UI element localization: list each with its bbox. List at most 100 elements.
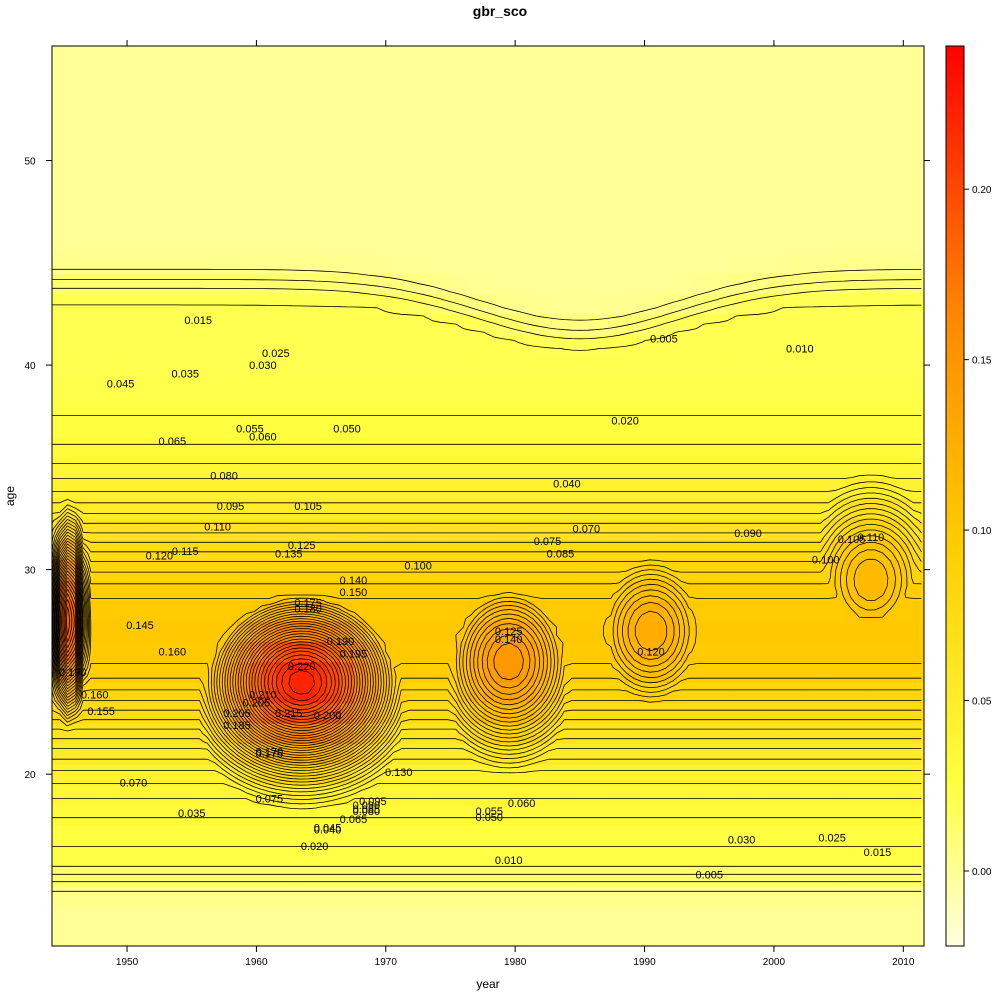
heatmap-cell [767, 252, 781, 274]
heatmap-cell [728, 109, 743, 131]
heatmap-cell [107, 273, 122, 295]
heatmap-cell [198, 682, 212, 704]
heatmap-cell [754, 723, 769, 745]
heatmap-cell [909, 46, 924, 49]
heatmap-cell [81, 375, 96, 397]
heatmap-cell [819, 498, 833, 520]
heatmap-cell [689, 68, 704, 90]
heatmap-cell [366, 252, 380, 274]
heatmap-cell [249, 395, 264, 417]
heatmap-cell [534, 170, 549, 192]
heatmap-cell [456, 866, 471, 888]
heatmap-cell [353, 641, 367, 663]
heatmap-cell [211, 600, 225, 622]
heatmap-cell [444, 907, 458, 929]
heatmap-cell [896, 150, 911, 172]
heatmap-cell [676, 763, 691, 786]
heatmap-cell [133, 457, 148, 479]
heatmap-cell [94, 620, 109, 642]
heatmap-cell [638, 886, 652, 908]
heatmap-cell [444, 866, 458, 888]
heatmap-cell [314, 886, 329, 908]
heatmap-cell [444, 723, 458, 745]
y-tick-label: 20 [24, 770, 36, 781]
heatmap-cell [431, 273, 445, 295]
heatmap-cell [780, 763, 794, 786]
heatmap-cell [456, 88, 471, 111]
heatmap-cell [81, 743, 96, 765]
heatmap-cell [638, 252, 652, 274]
heatmap-cell [55, 763, 70, 786]
heatmap-cell [767, 682, 781, 704]
heatmap-cell [702, 211, 717, 233]
heatmap-cell [405, 334, 419, 356]
heatmap-cell [456, 804, 471, 826]
heatmap-cell [754, 907, 769, 929]
heatmap-cell [198, 416, 212, 438]
heatmap-cell [870, 109, 885, 131]
heatmap-cell [275, 436, 290, 458]
heatmap-cell [676, 825, 691, 847]
heatmap-cell [767, 68, 781, 90]
heatmap-cell [858, 48, 872, 70]
heatmap-cell [715, 395, 730, 417]
heatmap-cell [638, 375, 652, 397]
heatmap-cell [676, 129, 691, 151]
heatmap-cell [314, 48, 329, 70]
heatmap-cell [922, 375, 924, 397]
heatmap-cell [495, 313, 510, 336]
heatmap-cell [211, 129, 225, 151]
contour-label: 0.040 [553, 479, 581, 491]
heatmap-cell [146, 866, 160, 888]
heatmap-cell [832, 354, 846, 376]
heatmap-cell [52, 498, 57, 520]
heatmap-cell [728, 395, 743, 417]
heatmap-cell [845, 395, 859, 417]
heatmap-cell [495, 88, 510, 111]
heatmap-cell [612, 436, 626, 458]
heatmap-cell [482, 129, 497, 151]
heatmap-cell [482, 232, 497, 254]
heatmap-cell [909, 211, 924, 233]
heatmap-cell [793, 845, 807, 867]
heatmap-cell [418, 845, 432, 867]
heatmap-cell [340, 763, 355, 786]
heatmap-cell [845, 436, 859, 458]
heatmap-cell [767, 743, 781, 765]
heatmap-cell [560, 273, 574, 295]
heatmap-cell [715, 252, 730, 274]
heatmap-cell [237, 498, 251, 520]
contour-label: 0.075 [534, 536, 562, 548]
heatmap-cell [845, 109, 859, 131]
heatmap-cell [456, 477, 471, 499]
heatmap-cell [767, 538, 781, 561]
heatmap-cell [715, 641, 730, 663]
heatmap-cell [676, 334, 691, 356]
heatmap-cell [909, 866, 924, 888]
heatmap-cell [870, 252, 885, 274]
heatmap-cell [806, 273, 820, 295]
heatmap-cell [94, 170, 109, 192]
heatmap-cell [909, 477, 924, 499]
heatmap-cell [469, 743, 484, 765]
heatmap-cell [482, 804, 497, 826]
heatmap-cell [275, 334, 290, 356]
heatmap-cell [68, 293, 83, 315]
heatmap-cell [444, 886, 458, 908]
heatmap-cell [237, 129, 251, 151]
heatmap-cell [314, 211, 329, 233]
heatmap-cell [418, 927, 432, 946]
heatmap-cell [483, 948, 497, 969]
heatmap-cell [482, 436, 497, 458]
heatmap-cell [405, 150, 419, 172]
heatmap-cell [754, 232, 769, 254]
heatmap-cell [249, 48, 264, 70]
heatmap-cell [728, 334, 743, 356]
heatmap-cell [547, 416, 562, 438]
heatmap-cell [560, 948, 574, 969]
heatmap-cell [327, 825, 342, 847]
heatmap-cell [870, 48, 885, 70]
heatmap-cell [922, 211, 924, 233]
heatmap-cell [456, 170, 471, 192]
heatmap-cell [638, 273, 652, 295]
